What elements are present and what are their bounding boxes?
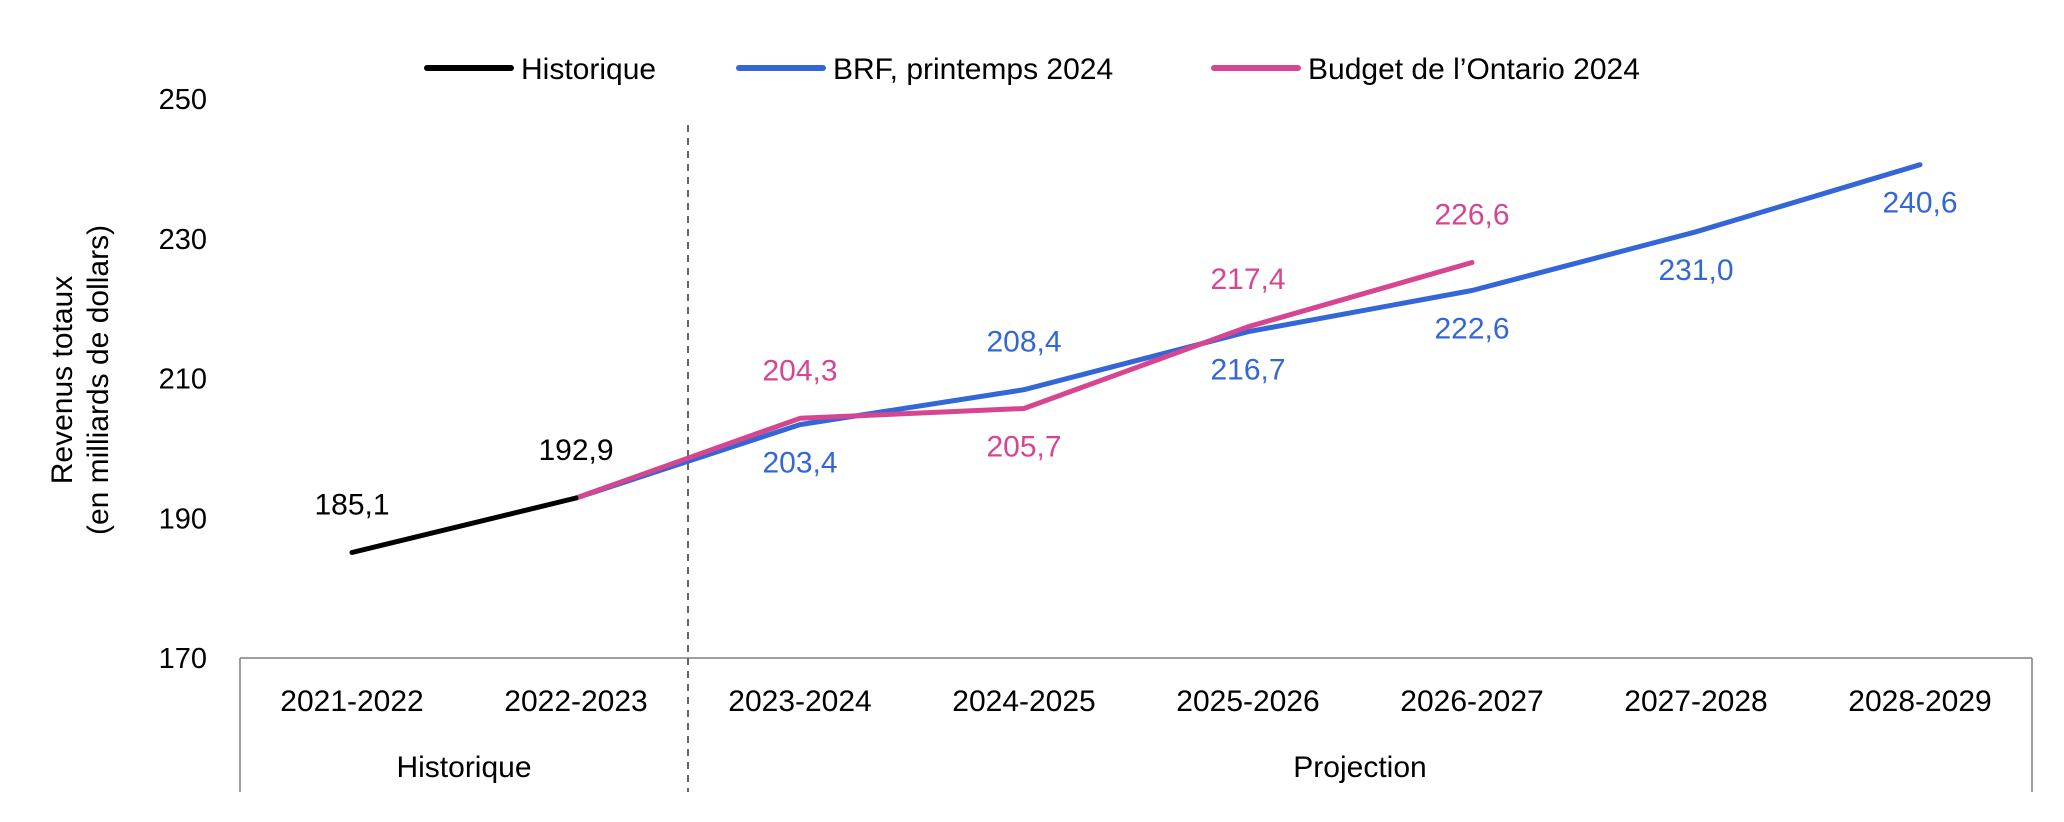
data-label: 204,3 xyxy=(762,354,837,387)
y-axis-ticks: 170 190 210 230 250 xyxy=(159,84,207,675)
series-line-0 xyxy=(349,495,579,555)
data-label: 208,4 xyxy=(986,326,1061,359)
data-label: 226,6 xyxy=(1434,199,1509,232)
series-lines xyxy=(349,162,1923,555)
y-tick-label: 190 xyxy=(159,503,207,535)
data-label: 231,0 xyxy=(1658,254,1733,287)
x-category-label: 2027-2028 xyxy=(1624,685,1767,718)
data-label: 240,6 xyxy=(1882,187,1957,220)
x-category-label: 2024-2025 xyxy=(952,685,1095,718)
y-tick-label: 230 xyxy=(159,224,207,256)
data-label: 205,7 xyxy=(986,431,1061,464)
x-category-label: 2023-2024 xyxy=(728,685,871,718)
y-axis-label-line: Revenus totaux xyxy=(46,276,79,484)
series-line-1 xyxy=(573,162,1923,501)
x-category-label: 2026-2027 xyxy=(1400,685,1543,718)
x-group-label: Projection xyxy=(1293,751,1426,784)
legend-entry-label: Budget de l’Ontario 2024 xyxy=(1308,53,1640,86)
data-label: 192,9 xyxy=(538,434,613,467)
axis-frame xyxy=(239,125,2033,792)
legend-entry-label: BRF, printemps 2024 xyxy=(833,53,1113,86)
x-category-label: 2025-2026 xyxy=(1176,685,1319,718)
legend: Historique BRF, printemps 2024 Budget de l… xyxy=(424,53,1640,86)
data-labels: 185,1 192,9 203,4 208,4 216,7 222,6 231,0 240,6… xyxy=(314,187,1957,522)
data-label: 216,7 xyxy=(1210,354,1285,387)
x-category-label: 2022-2023 xyxy=(504,685,647,718)
series-line-2 xyxy=(573,260,1475,501)
x-axis-groups: Historique Projection xyxy=(396,751,1426,784)
y-tick-label: 210 xyxy=(159,364,207,396)
x-category-label: 2028-2029 xyxy=(1848,685,1991,718)
legend-entry-label: Historique xyxy=(521,53,656,86)
y-tick-label: 170 xyxy=(159,643,207,675)
y-axis-title: Revenus totaux (en milliards de dollars) xyxy=(46,225,115,535)
data-label: 203,4 xyxy=(762,447,837,480)
x-category-label: 2021-2022 xyxy=(280,685,423,718)
y-tick-label: 250 xyxy=(159,84,207,116)
x-group-label: Historique xyxy=(396,751,531,784)
y-axis-label-line: (en milliards de dollars) xyxy=(82,225,115,535)
data-label: 222,6 xyxy=(1434,312,1509,345)
x-axis-categories: 2021-2022 2022-2023 2023-2024 2024-2025 2025… xyxy=(280,685,1991,718)
data-label: 217,4 xyxy=(1210,263,1285,296)
data-label: 185,1 xyxy=(314,488,389,521)
